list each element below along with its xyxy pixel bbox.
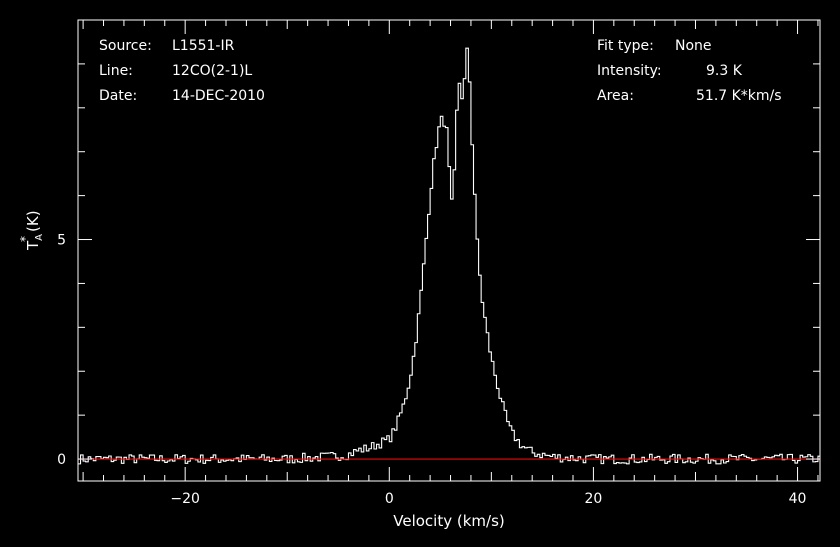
tick-labels-layer: −20 0 20 40 0 5: [57, 233, 806, 507]
source-label: Source:: [99, 38, 152, 54]
x-tick-label: 40: [789, 491, 807, 507]
x-axis-label: Velocity (km/s): [393, 512, 504, 530]
y-axis-label-sup: *: [18, 236, 32, 242]
intensity-value: 9.3 K: [706, 63, 743, 79]
y-axis-label: TA* (K): [18, 210, 45, 251]
svg-text:TA*(K): TA* (K): [18, 210, 45, 251]
date-label: Date:: [99, 88, 137, 104]
ticks-layer: [78, 19, 820, 481]
x-tick-label: 20: [585, 491, 603, 507]
fit-type-value: None: [675, 38, 712, 54]
spectrum-line: [78, 47, 820, 465]
x-tick-label: −20: [170, 491, 200, 507]
y-tick-label: 5: [57, 233, 66, 249]
area-label: Area:: [597, 88, 634, 104]
line-value: 12CO(2-1)L: [172, 63, 252, 79]
spectrum-layer: [78, 47, 820, 465]
y-axis-label-sub: A: [34, 234, 45, 241]
x-tick-label: 0: [385, 491, 394, 507]
y-tick-label: 0: [57, 452, 66, 468]
date-value: 14-DEC-2010: [172, 88, 265, 104]
area-value: 51.7 K*km/s: [696, 88, 782, 104]
intensity-label: Intensity:: [597, 63, 662, 79]
plot-frame: [77, 19, 821, 482]
line-label: Line:: [99, 63, 133, 79]
y-axis-label-unit: (K): [24, 210, 42, 232]
source-value: L1551-IR: [172, 38, 235, 54]
y-axis-label-main: T: [24, 240, 42, 251]
fit-type-label: Fit type:: [597, 38, 654, 54]
